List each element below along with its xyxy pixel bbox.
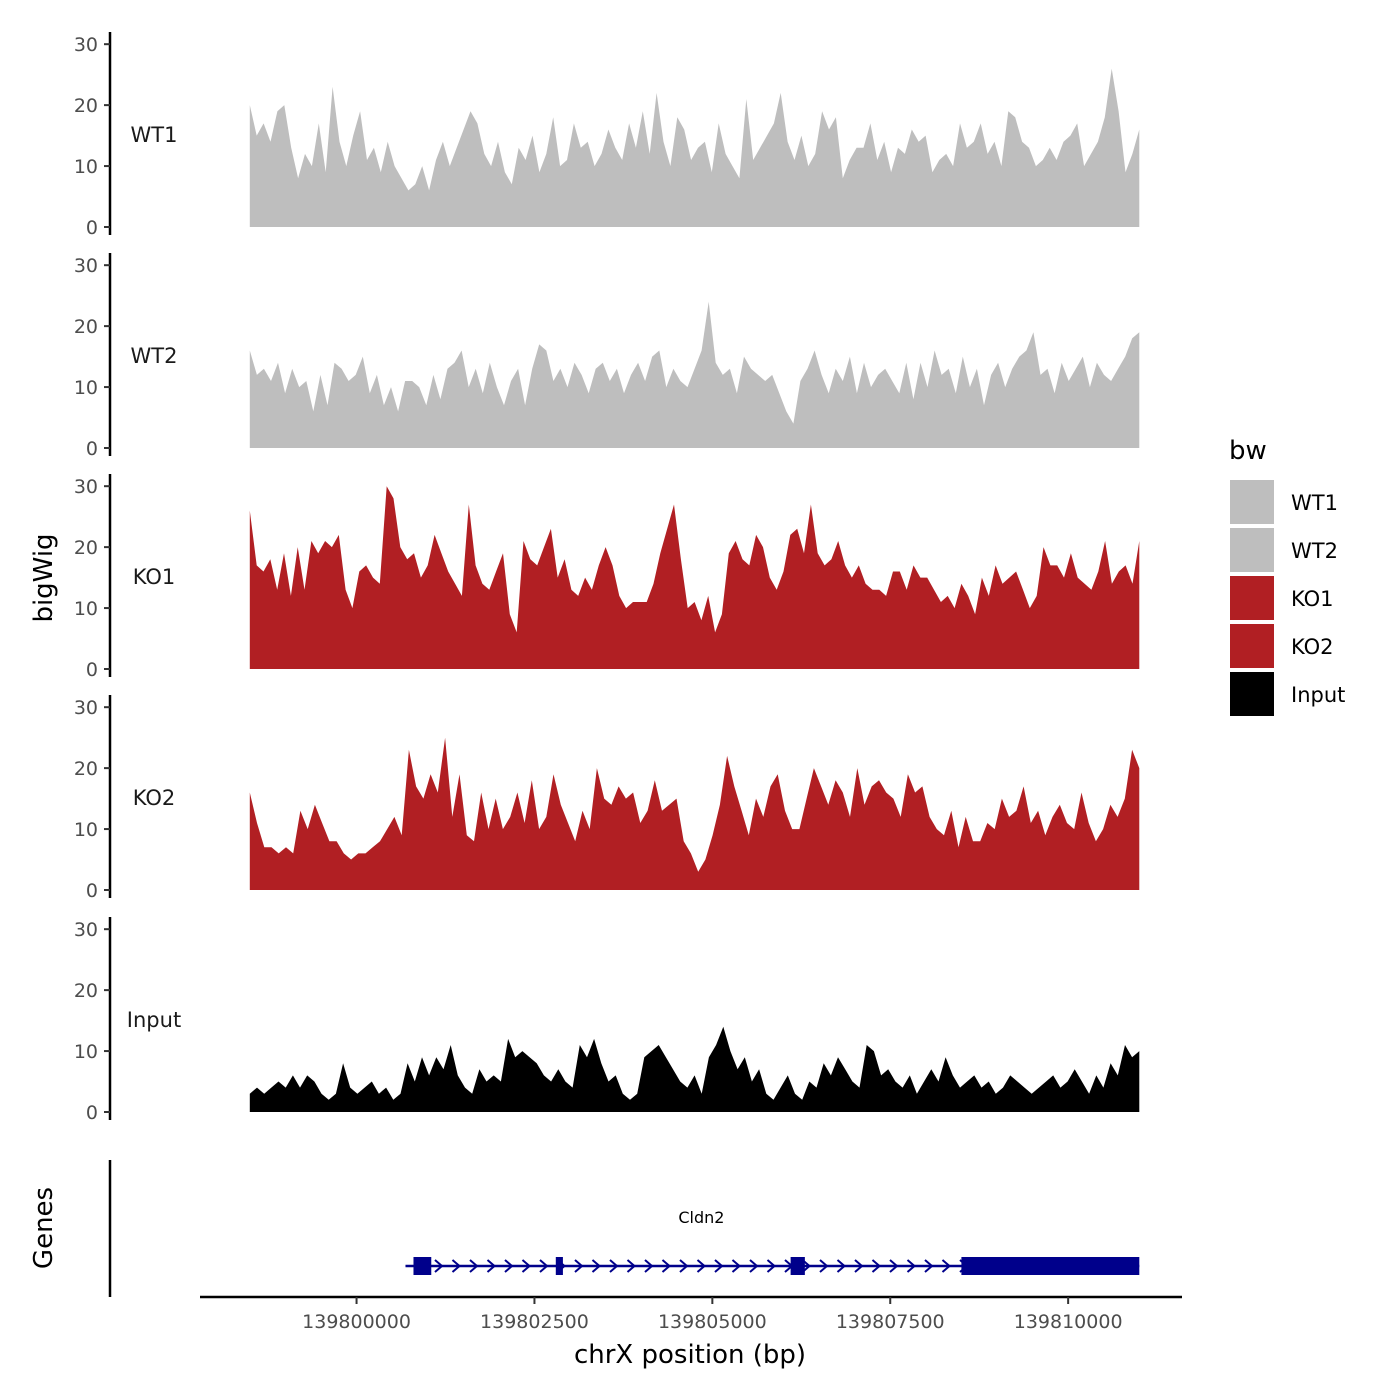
- strand-arrow-icon: [924, 1259, 934, 1273]
- y-tick-label: 20: [74, 758, 98, 780]
- legend-label-ko1: KO1: [1291, 587, 1334, 611]
- panel-wt2: 0 10 20 30 WT2: [74, 253, 1140, 460]
- panel-label-input: Input: [127, 1008, 181, 1032]
- legend-label-wt2: WT2: [1291, 539, 1338, 563]
- gene-cldn2: Cldn2: [405, 1208, 1140, 1275]
- strand-arrow-icon: [521, 1259, 532, 1273]
- strand-arrow-icon: [574, 1259, 584, 1273]
- x-axis-title: chrX position (bp): [574, 1340, 806, 1370]
- y-tick-label: 30: [74, 476, 98, 498]
- strand-arrow-icon: [941, 1259, 952, 1273]
- y-tick-label: 30: [74, 255, 98, 277]
- strand-arrow-icon: [486, 1259, 497, 1273]
- strand-arrow-icon: [696, 1259, 707, 1273]
- signal-panels: 0 10 20 30 WT1 0 10 20 30 WT2 0 10 20 30 KO1 0 10 20 30 KO2…: [74, 32, 1140, 1124]
- strand-arrow-icon: [906, 1259, 917, 1273]
- y-axis-title: bigWig: [29, 533, 59, 622]
- strand-arrow-icon: [469, 1259, 479, 1273]
- x-tick-label: 139802500: [480, 1311, 589, 1333]
- x-tick-label: 139810000: [1014, 1311, 1123, 1333]
- panel-wt1: 0 10 20 30 WT1: [74, 32, 1140, 239]
- strand-arrow-icon: [714, 1259, 724, 1273]
- y-tick-label: 20: [74, 95, 98, 117]
- panel-ko1: 0 10 20 30 KO1: [74, 474, 1140, 681]
- gene-exon: [413, 1257, 432, 1275]
- y-tick-label: 10: [74, 819, 98, 841]
- strand-arrow-icon: [434, 1259, 444, 1273]
- y-tick-label: 10: [74, 1041, 98, 1063]
- strand-arrow-icon: [644, 1259, 654, 1273]
- area-ko1: [249, 486, 1140, 669]
- y-tick-label: 0: [86, 880, 98, 902]
- x-axis: 139800000 139802500 139805000 139807500 1398…: [200, 1295, 1182, 1333]
- panel-label-ko1: KO1: [133, 565, 176, 589]
- y-tick-label: 20: [74, 316, 98, 338]
- strand-arrow-icon: [749, 1259, 759, 1273]
- strand-arrow-icon: [539, 1259, 549, 1273]
- panel-input: 0 10 20 30 Input: [74, 917, 1140, 1124]
- strand-arrow-icon: [836, 1259, 847, 1273]
- y-tick-label: 0: [86, 217, 98, 239]
- strand-arrow-icon: [504, 1259, 514, 1273]
- area-input: [249, 1026, 1140, 1112]
- legend-title: bw: [1229, 436, 1267, 466]
- legend-label-ko2: KO2: [1291, 635, 1334, 659]
- y-tick-label: 30: [74, 697, 98, 719]
- panel-label-ko2: KO2: [133, 786, 176, 810]
- y-tick-label: 10: [74, 598, 98, 620]
- strand-arrow-icon: [679, 1259, 689, 1273]
- area-wt2: [249, 301, 1140, 448]
- strand-arrow-icon: [451, 1259, 462, 1273]
- area-ko2: [249, 737, 1140, 890]
- y-tick-label: 30: [74, 34, 98, 56]
- legend-key-input: [1230, 672, 1274, 716]
- legend-key-wt1: [1230, 480, 1274, 524]
- legend-key-ko1: [1230, 576, 1274, 620]
- y-tick-label: 30: [74, 919, 98, 941]
- genes-axis-title: Genes: [29, 1187, 59, 1269]
- gene-label: Cldn2: [678, 1208, 724, 1227]
- strand-arrow-icon: [661, 1259, 672, 1273]
- strand-arrow-icon: [871, 1259, 882, 1273]
- legend: bw WT1 WT2 KO1 KO2 Input: [1229, 436, 1345, 716]
- x-tick-label: 139800000: [302, 1311, 411, 1333]
- strand-arrow-icon: [626, 1259, 637, 1273]
- panel-label-wt1: WT1: [131, 123, 178, 147]
- panel-label-wt2: WT2: [131, 344, 178, 368]
- y-tick-label: 10: [74, 377, 98, 399]
- strand-arrow-icon: [819, 1259, 829, 1273]
- x-tick-label: 139805000: [658, 1311, 767, 1333]
- y-tick-label: 10: [74, 156, 98, 178]
- y-tick-label: 0: [86, 659, 98, 681]
- gene-exon: [555, 1257, 563, 1275]
- panel-ko2: 0 10 20 30 KO2: [74, 695, 1140, 902]
- legend-label-wt1: WT1: [1291, 491, 1338, 515]
- strand-arrow-icon: [731, 1259, 742, 1273]
- legend-key-ko2: [1230, 624, 1274, 668]
- y-tick-label: 20: [74, 537, 98, 559]
- area-wt1: [249, 68, 1140, 227]
- strand-arrow-icon: [591, 1259, 602, 1273]
- strand-arrow-icon: [766, 1259, 777, 1273]
- strand-arrow-icon: [854, 1259, 864, 1273]
- y-tick-label: 0: [86, 1102, 98, 1124]
- y-tick-label: 20: [74, 980, 98, 1002]
- strand-arrow-icon: [889, 1259, 899, 1273]
- x-tick-label: 139807500: [836, 1311, 945, 1333]
- genes-panel: Cldn2: [108, 1160, 1140, 1297]
- legend-label-input: Input: [1291, 683, 1345, 707]
- legend-key-wt2: [1230, 528, 1274, 572]
- gene-exon: [961, 1257, 1140, 1275]
- strand-arrow-icon: [609, 1259, 619, 1273]
- gene-exon: [790, 1257, 805, 1275]
- y-tick-label: 0: [86, 438, 98, 460]
